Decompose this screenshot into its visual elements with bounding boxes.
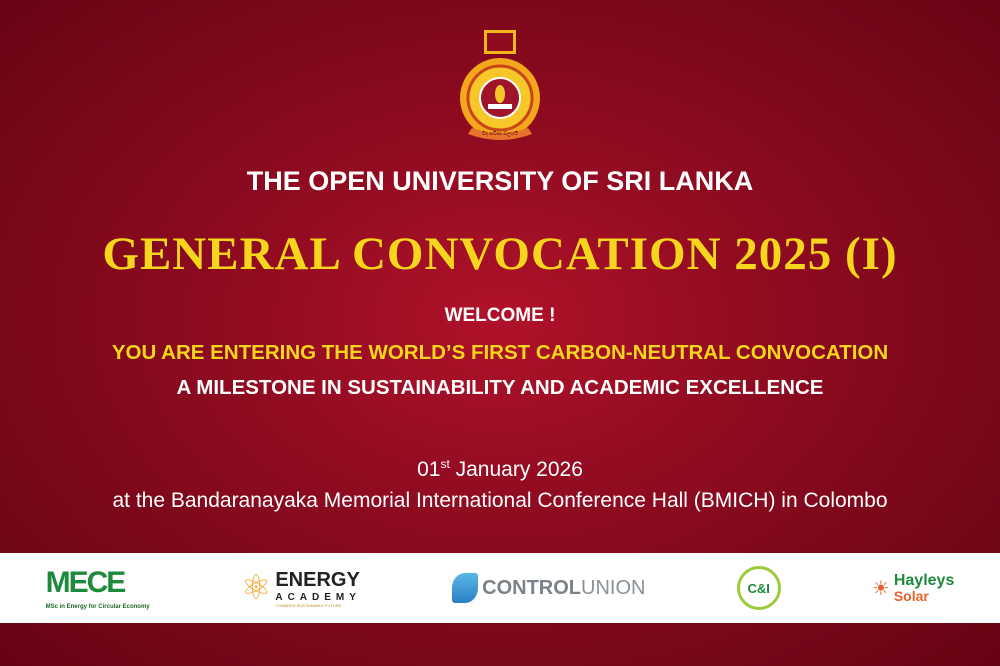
sponsor-logo-hayleys-solar: ☀ Hayleys Solar — [871, 572, 955, 604]
date-suffix: st — [440, 457, 450, 471]
welcome-text: WELCOME ! — [444, 305, 556, 326]
sponsor-logo-control-union: CONTROL UNION — [452, 573, 645, 603]
crest-motto: විද සවිසා බලයයි — [481, 131, 518, 137]
energy-tagline: TOWARDS SUSTAINABLE FUTURE — [275, 602, 342, 608]
sponsor-logo-energy-academy: ⚛ ENERGY ACADEMY TOWARDS SUSTAINABLE FUT… — [241, 568, 361, 608]
atom-bolt-icon: ⚛ — [240, 569, 272, 607]
academy-name: ACADEMY — [275, 591, 361, 603]
energy-name: ENERGY — [275, 568, 360, 591]
solar-text: Solar — [893, 588, 929, 604]
control-text: CONTROL — [482, 576, 582, 599]
event-title: GENERAL CONVOCATION 2025 (I) — [102, 228, 898, 280]
subtagline: A MILESTONE IN SUSTAINABILITY AND ACADEM… — [176, 376, 824, 399]
university-crest-logo — [460, 30, 540, 140]
sponsor-band: MECE MSc in Energy for Circular Economy … — [0, 553, 1000, 623]
event-date: 01st January 2026 — [0, 457, 1000, 482]
sponsor-logo-mece: MECE MSc in Energy for Circular Economy — [46, 566, 150, 610]
tagline: YOU ARE ENTERING THE WORLD’S FIRST CARBO… — [111, 341, 889, 364]
date-day: 01 — [417, 458, 441, 481]
date-rest: January 2026 — [449, 458, 583, 481]
event-venue: at the Bandaranayaka Memorial Internatio… — [112, 489, 888, 512]
ci-text: C&I — [747, 580, 770, 596]
mece-name: MECE — [45, 566, 127, 599]
sponsor-logo-ci: C&I — [736, 566, 781, 610]
hayleys-text: Hayleys — [893, 572, 955, 589]
wave-icon — [452, 573, 479, 603]
university-name: THE OPEN UNIVERSITY OF SRI LANKA — [246, 166, 754, 196]
mece-sub: MSc in Energy for Circular Economy — [45, 604, 150, 610]
union-text: UNION — [581, 576, 646, 599]
sun-house-icon: ☀ — [871, 577, 890, 600]
